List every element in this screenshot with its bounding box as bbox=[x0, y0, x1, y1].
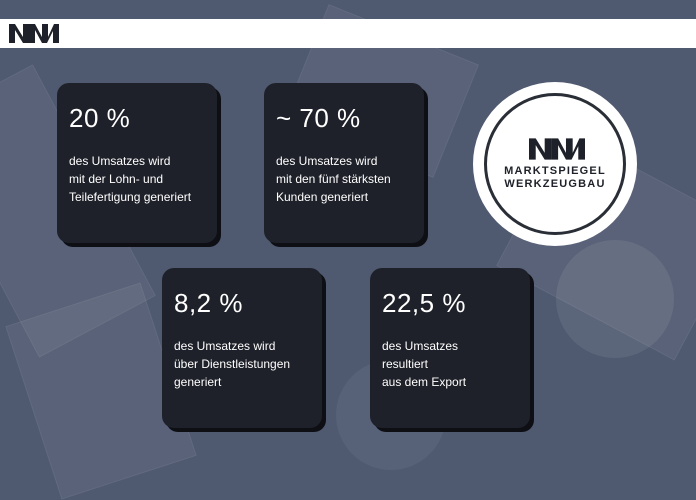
stat-value: 22,5 % bbox=[382, 288, 466, 318]
marktspiegel-badge: MARKTSPIEGEL WERKZEUGBAU bbox=[473, 82, 637, 246]
stat-value: ~ 70 % bbox=[276, 103, 361, 133]
mw-logo-icon[interactable] bbox=[9, 24, 59, 43]
stat-card: 20 % des Umsatzes wird mit der Lohn- und… bbox=[57, 83, 217, 243]
stat-value: 8,2 % bbox=[174, 288, 243, 318]
badge-title-line2: WERKZEUGBAU bbox=[504, 178, 606, 190]
stat-card: ~ 70 % des Umsatzes wird mit den fünf st… bbox=[264, 83, 424, 243]
background-badge-watermark bbox=[556, 240, 674, 358]
mw-logo-icon bbox=[529, 138, 585, 160]
badge-ring: MARKTSPIEGEL WERKZEUGBAU bbox=[484, 93, 626, 235]
stat-description: des Umsatzes resultiert aus dem Export bbox=[382, 339, 467, 389]
stat-value: 20 % bbox=[69, 103, 131, 133]
stat-description: des Umsatzes wird über Dienstleistungen … bbox=[174, 339, 291, 389]
stat-description: des Umsatzes wird mit den fünf stärksten… bbox=[276, 154, 391, 204]
stat-card: 22,5 % des Umsatzes resultiert aus dem E… bbox=[370, 268, 530, 428]
stat-description: des Umsatzes wird mit der Lohn- und Teil… bbox=[69, 154, 192, 204]
stat-card: 8,2 % des Umsatzes wird über Dienstleist… bbox=[162, 268, 322, 428]
badge-title-line1: MARKTSPIEGEL bbox=[504, 165, 606, 177]
header-bar bbox=[0, 19, 696, 48]
